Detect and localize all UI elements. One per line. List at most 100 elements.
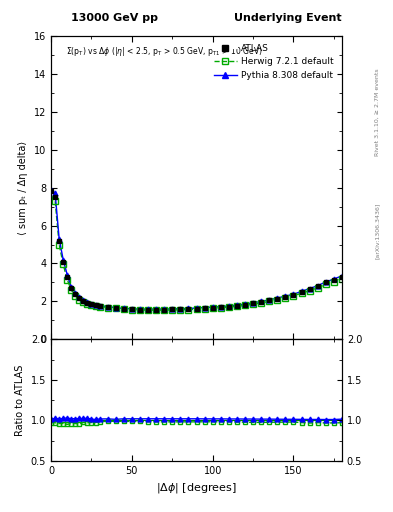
Pythia 8.308 default [73,290,78,296]
ATLAS [307,286,312,292]
Herwig 7.2.1 default [235,303,239,309]
ATLAS [315,283,320,289]
Pythia 8.308 default [154,306,158,312]
Pythia 8.308 default [146,306,151,312]
ATLAS [89,301,94,307]
Pythia 8.308 default [121,305,126,311]
Line: ATLAS: ATLAS [49,189,344,312]
Pythia 8.308 default [315,283,320,289]
Pythia 8.308 default [65,272,70,278]
ATLAS [154,307,158,313]
Herwig 7.2.1 default [259,300,263,306]
Pythia 8.308 default [210,304,215,310]
Herwig 7.2.1 default [73,293,78,299]
Herwig 7.2.1 default [299,290,304,296]
Pythia 8.308 default [283,293,288,299]
Text: Rivet 3.1.10, ≥ 2.7M events: Rivet 3.1.10, ≥ 2.7M events [375,69,380,157]
Herwig 7.2.1 default [81,300,86,306]
Pythia 8.308 default [202,305,207,311]
Pythia 8.308 default [130,306,134,312]
Pythia 8.308 default [291,291,296,297]
Herwig 7.2.1 default [154,307,158,313]
Pythia 8.308 default [267,297,272,303]
ATLAS [61,259,66,265]
Line: Pythia 8.308 default: Pythia 8.308 default [49,187,344,311]
Pythia 8.308 default [105,304,110,310]
ATLAS [113,305,118,311]
Pythia 8.308 default [242,301,247,307]
Herwig 7.2.1 default [105,305,110,311]
Herwig 7.2.1 default [77,296,82,303]
Herwig 7.2.1 default [61,261,66,267]
Pythia 8.308 default [49,186,53,193]
Pythia 8.308 default [61,257,66,263]
Pythia 8.308 default [275,295,280,301]
Herwig 7.2.1 default [226,304,231,310]
ATLAS [186,306,191,312]
Pythia 8.308 default [170,306,174,312]
Herwig 7.2.1 default [170,307,174,313]
Pythia 8.308 default [113,305,118,311]
ATLAS [251,300,255,306]
Pythia 8.308 default [178,306,183,312]
Herwig 7.2.1 default [219,305,223,311]
Herwig 7.2.1 default [202,306,207,312]
ATLAS [105,304,110,310]
Herwig 7.2.1 default [130,307,134,313]
Herwig 7.2.1 default [93,303,98,309]
ATLAS [331,276,336,283]
Herwig 7.2.1 default [323,281,328,287]
Legend: ATLAS, Herwig 7.2.1 default, Pythia 8.308 default: ATLAS, Herwig 7.2.1 default, Pythia 8.30… [211,40,338,83]
Pythia 8.308 default [299,288,304,294]
ATLAS [69,285,73,291]
Y-axis label: Ratio to ATLAS: Ratio to ATLAS [15,365,25,436]
ATLAS [219,304,223,310]
Pythia 8.308 default [89,301,94,307]
Pythia 8.308 default [57,236,62,242]
Pythia 8.308 default [307,286,312,292]
Pythia 8.308 default [194,305,199,311]
ATLAS [97,303,102,309]
Herwig 7.2.1 default [307,288,312,294]
ATLAS [226,304,231,310]
Text: 13000 GeV pp: 13000 GeV pp [71,13,158,23]
Pythia 8.308 default [186,305,191,311]
Pythia 8.308 default [226,303,231,309]
Herwig 7.2.1 default [57,242,62,248]
Herwig 7.2.1 default [275,296,280,303]
ATLAS [138,307,142,313]
ATLAS [291,292,296,298]
ATLAS [235,303,239,309]
ATLAS [340,274,344,280]
ATLAS [267,297,272,304]
Pythia 8.308 default [331,276,336,282]
ATLAS [146,307,151,313]
Herwig 7.2.1 default [69,287,73,293]
Herwig 7.2.1 default [186,307,191,313]
ATLAS [77,294,82,301]
ATLAS [93,302,98,308]
Herwig 7.2.1 default [267,298,272,305]
Line: Herwig 7.2.1 default: Herwig 7.2.1 default [48,193,345,313]
ATLAS [275,295,280,302]
Text: $\Sigma$(p$_{\rm T}$) vs $\Delta\phi$ ($|\eta|$ < 2.5, p$_{\rm T}$ > 0.5 GeV, p$: $\Sigma$(p$_{\rm T}$) vs $\Delta\phi$ ($… [66,45,262,58]
Pythia 8.308 default [81,297,86,304]
Herwig 7.2.1 default [340,275,344,282]
Y-axis label: ⟨ sum pₜ / Δη delta⟩: ⟨ sum pₜ / Δη delta⟩ [18,141,28,234]
Herwig 7.2.1 default [65,276,70,283]
ATLAS [242,302,247,308]
Herwig 7.2.1 default [291,293,296,299]
ATLAS [283,293,288,300]
Pythia 8.308 default [97,303,102,309]
Herwig 7.2.1 default [89,302,94,308]
Pythia 8.308 default [323,279,328,285]
ATLAS [259,299,263,305]
Herwig 7.2.1 default [97,304,102,310]
ATLAS [323,280,328,286]
Herwig 7.2.1 default [121,306,126,312]
Herwig 7.2.1 default [251,301,255,307]
Pythia 8.308 default [340,273,344,279]
Herwig 7.2.1 default [331,279,336,285]
Herwig 7.2.1 default [146,307,151,313]
ATLAS [65,274,70,280]
